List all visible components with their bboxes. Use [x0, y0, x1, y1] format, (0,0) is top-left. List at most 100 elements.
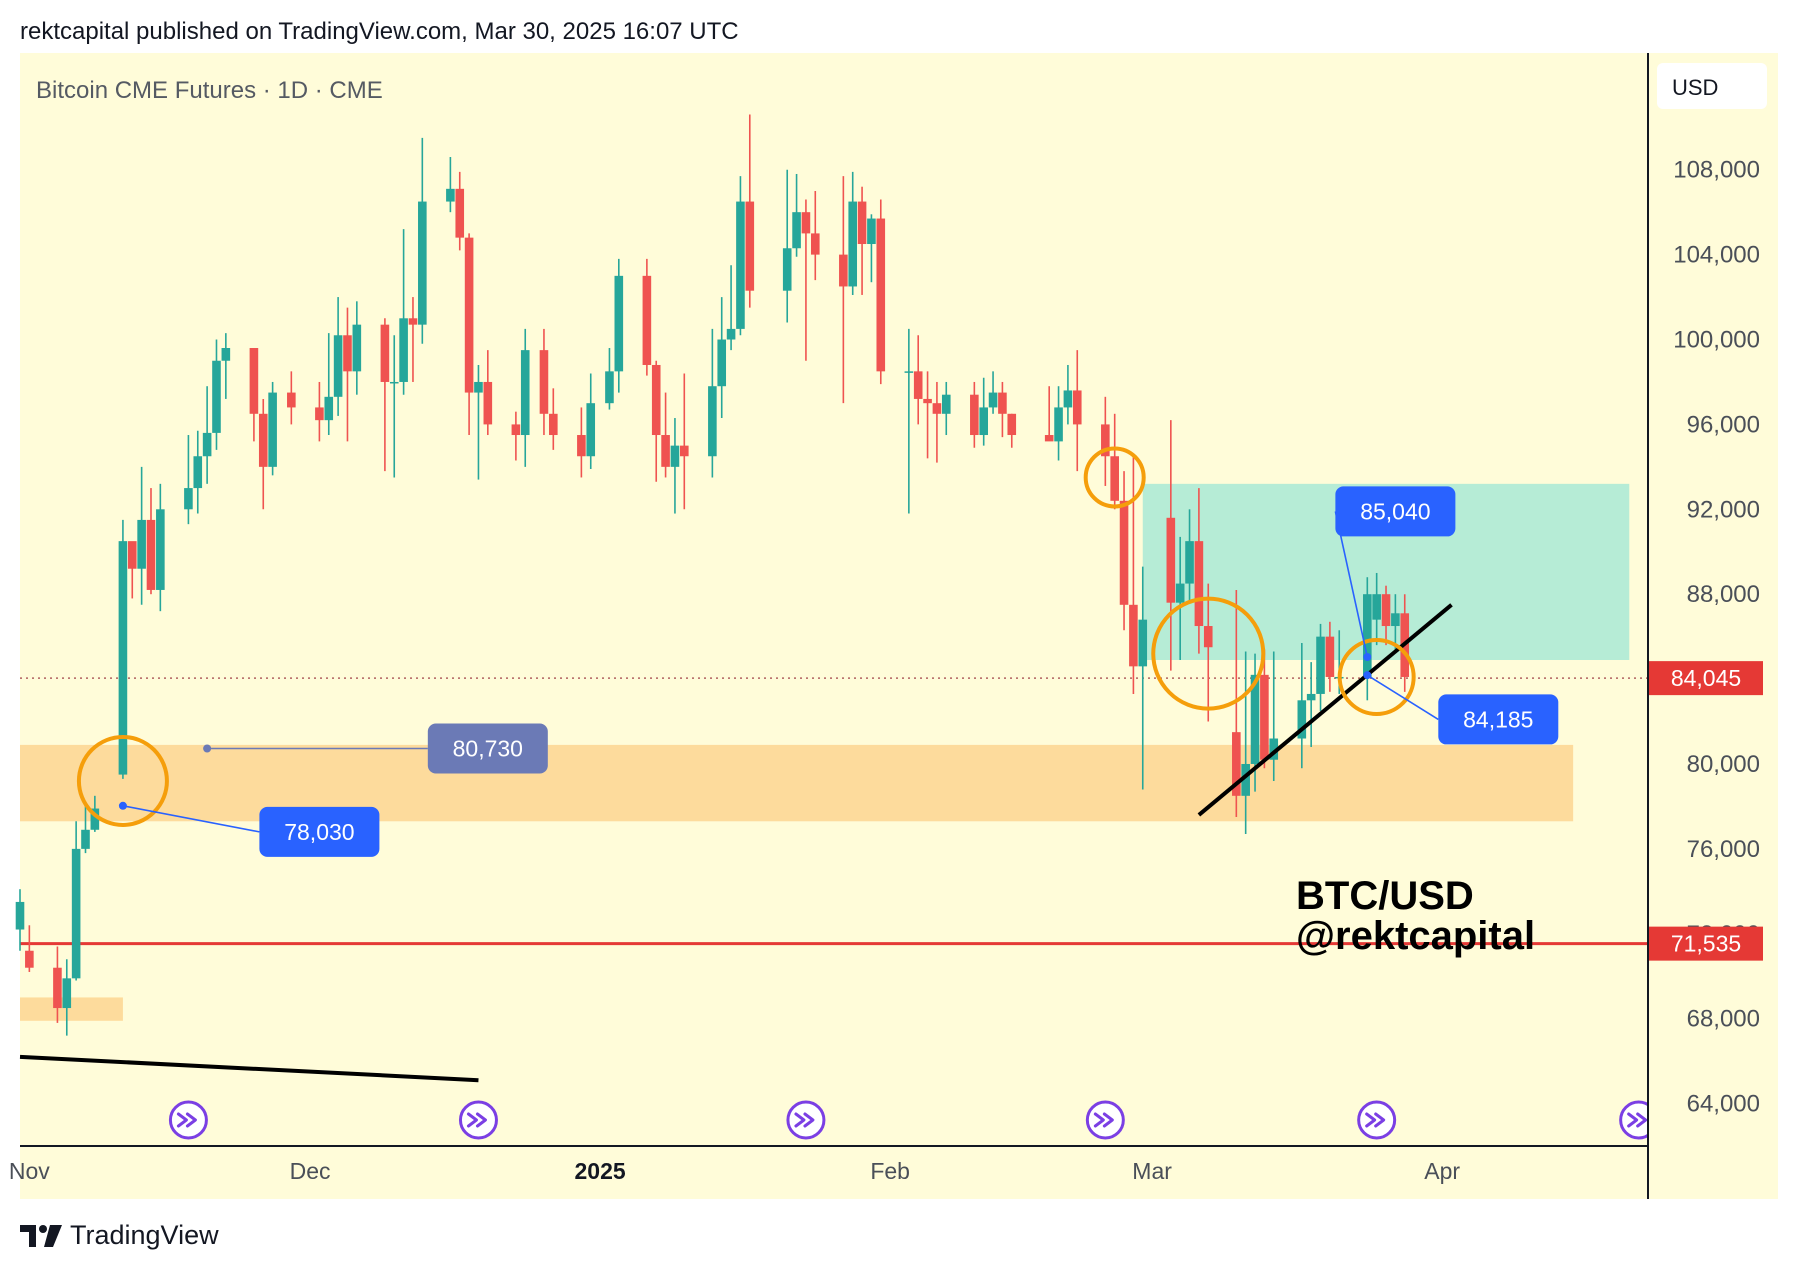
candle[interactable]: [1101, 396, 1110, 486]
price-tag-last-price-line[interactable]: 84,045: [1649, 661, 1763, 696]
candle[interactable]: [324, 333, 334, 436]
candle[interactable]: [988, 371, 998, 414]
candle[interactable]: [258, 398, 268, 510]
candle[interactable]: [1007, 413, 1017, 448]
candle[interactable]: [464, 233, 474, 436]
candle[interactable]: [202, 386, 212, 484]
currency-button[interactable]: [1657, 63, 1767, 109]
event-marker-icon[interactable]: [168, 1100, 208, 1140]
candle[interactable]: [876, 199, 886, 385]
candle[interactable]: [212, 339, 221, 450]
candle[interactable]: [1316, 623, 1325, 711]
candle[interactable]: [998, 381, 1007, 438]
candle[interactable]: [1063, 364, 1073, 425]
upward-trendline[interactable]: [1197, 603, 1453, 817]
candle[interactable]: [53, 946, 62, 1023]
candle[interactable]: [1241, 651, 1250, 835]
candle[interactable]: [399, 229, 408, 395]
candle[interactable]: [1363, 577, 1372, 701]
candle[interactable]: [1306, 662, 1316, 748]
candle[interactable]: [577, 407, 586, 478]
candle[interactable]: [782, 169, 792, 323]
candle[interactable]: [651, 360, 661, 482]
candle[interactable]: [1175, 536, 1185, 660]
candle[interactable]: [287, 371, 296, 425]
event-marker-icon[interactable]: [1357, 1100, 1397, 1140]
candle[interactable]: [127, 541, 137, 599]
candle[interactable]: [605, 348, 614, 410]
candle[interactable]: [483, 350, 493, 436]
candle[interactable]: [792, 173, 801, 257]
candle[interactable]: [642, 258, 652, 376]
candle[interactable]: [62, 959, 72, 1036]
candle[interactable]: [184, 435, 193, 525]
candle[interactable]: [249, 348, 259, 442]
candle[interactable]: [1054, 386, 1063, 461]
candle[interactable]: [1269, 651, 1279, 781]
candle[interactable]: [736, 176, 745, 336]
candle[interactable]: [118, 519, 128, 779]
candle[interactable]: [193, 430, 203, 514]
candle[interactable]: [389, 335, 399, 478]
candle[interactable]: [679, 373, 689, 510]
candle[interactable]: [923, 371, 932, 459]
highlight-circle-feb[interactable]: [1083, 446, 1146, 509]
candle[interactable]: [81, 804, 90, 854]
candle[interactable]: [343, 307, 352, 442]
candle[interactable]: [913, 335, 923, 425]
candle[interactable]: [25, 925, 34, 972]
candle[interactable]: [315, 381, 324, 442]
long-trendline[interactable]: [19, 1054, 479, 1083]
callout-85040[interactable]: 85,040: [1334, 486, 1456, 662]
candle[interactable]: [1166, 420, 1176, 671]
candle[interactable]: [614, 258, 624, 393]
candle[interactable]: [1232, 589, 1241, 818]
candle[interactable]: [970, 381, 979, 448]
callout-84185[interactable]: 84,185: [1363, 671, 1559, 745]
candle[interactable]: [539, 328, 549, 436]
price-tag-level-71535[interactable]: 71,535: [1649, 926, 1763, 961]
candle[interactable]: [941, 381, 951, 436]
candle[interactable]: [932, 381, 942, 463]
candle[interactable]: [1260, 649, 1269, 769]
candle[interactable]: [549, 388, 558, 450]
candle[interactable]: [1297, 643, 1307, 769]
candle[interactable]: [717, 297, 727, 419]
candle[interactable]: [333, 297, 343, 416]
callout-78030[interactable]: 78,030: [118, 801, 380, 857]
candle[interactable]: [848, 171, 858, 295]
candle[interactable]: [867, 214, 876, 283]
candle[interactable]: [857, 186, 867, 295]
candle[interactable]: [979, 377, 989, 446]
candle[interactable]: [352, 301, 362, 395]
candle[interactable]: [1138, 566, 1148, 790]
candle[interactable]: [511, 411, 521, 461]
candle[interactable]: [801, 199, 811, 361]
candle[interactable]: [1185, 509, 1194, 603]
candle[interactable]: [156, 483, 165, 612]
candle[interactable]: [137, 466, 146, 605]
candle[interactable]: [904, 328, 914, 514]
candle[interactable]: [146, 488, 156, 595]
candle[interactable]: [810, 190, 820, 281]
callout-80730[interactable]: 80,730: [203, 723, 548, 774]
candle[interactable]: [1391, 594, 1400, 652]
candle[interactable]: [520, 328, 530, 467]
candle[interactable]: [1381, 585, 1391, 646]
candle[interactable]: [15, 889, 25, 951]
candle[interactable]: [839, 176, 848, 404]
highlight-circle-nov[interactable]: [76, 734, 169, 827]
candle[interactable]: [1110, 413, 1119, 510]
candle[interactable]: [745, 114, 755, 308]
support-zone[interactable]: [20, 744, 1574, 822]
candle[interactable]: [661, 392, 670, 478]
candle[interactable]: [1194, 488, 1204, 654]
event-marker-icon[interactable]: [786, 1100, 826, 1140]
candle[interactable]: [1119, 471, 1129, 631]
candle[interactable]: [446, 156, 455, 213]
candle[interactable]: [408, 297, 418, 382]
candle[interactable]: [1325, 621, 1335, 692]
candle[interactable]: [474, 364, 483, 480]
candle[interactable]: [1072, 350, 1082, 472]
